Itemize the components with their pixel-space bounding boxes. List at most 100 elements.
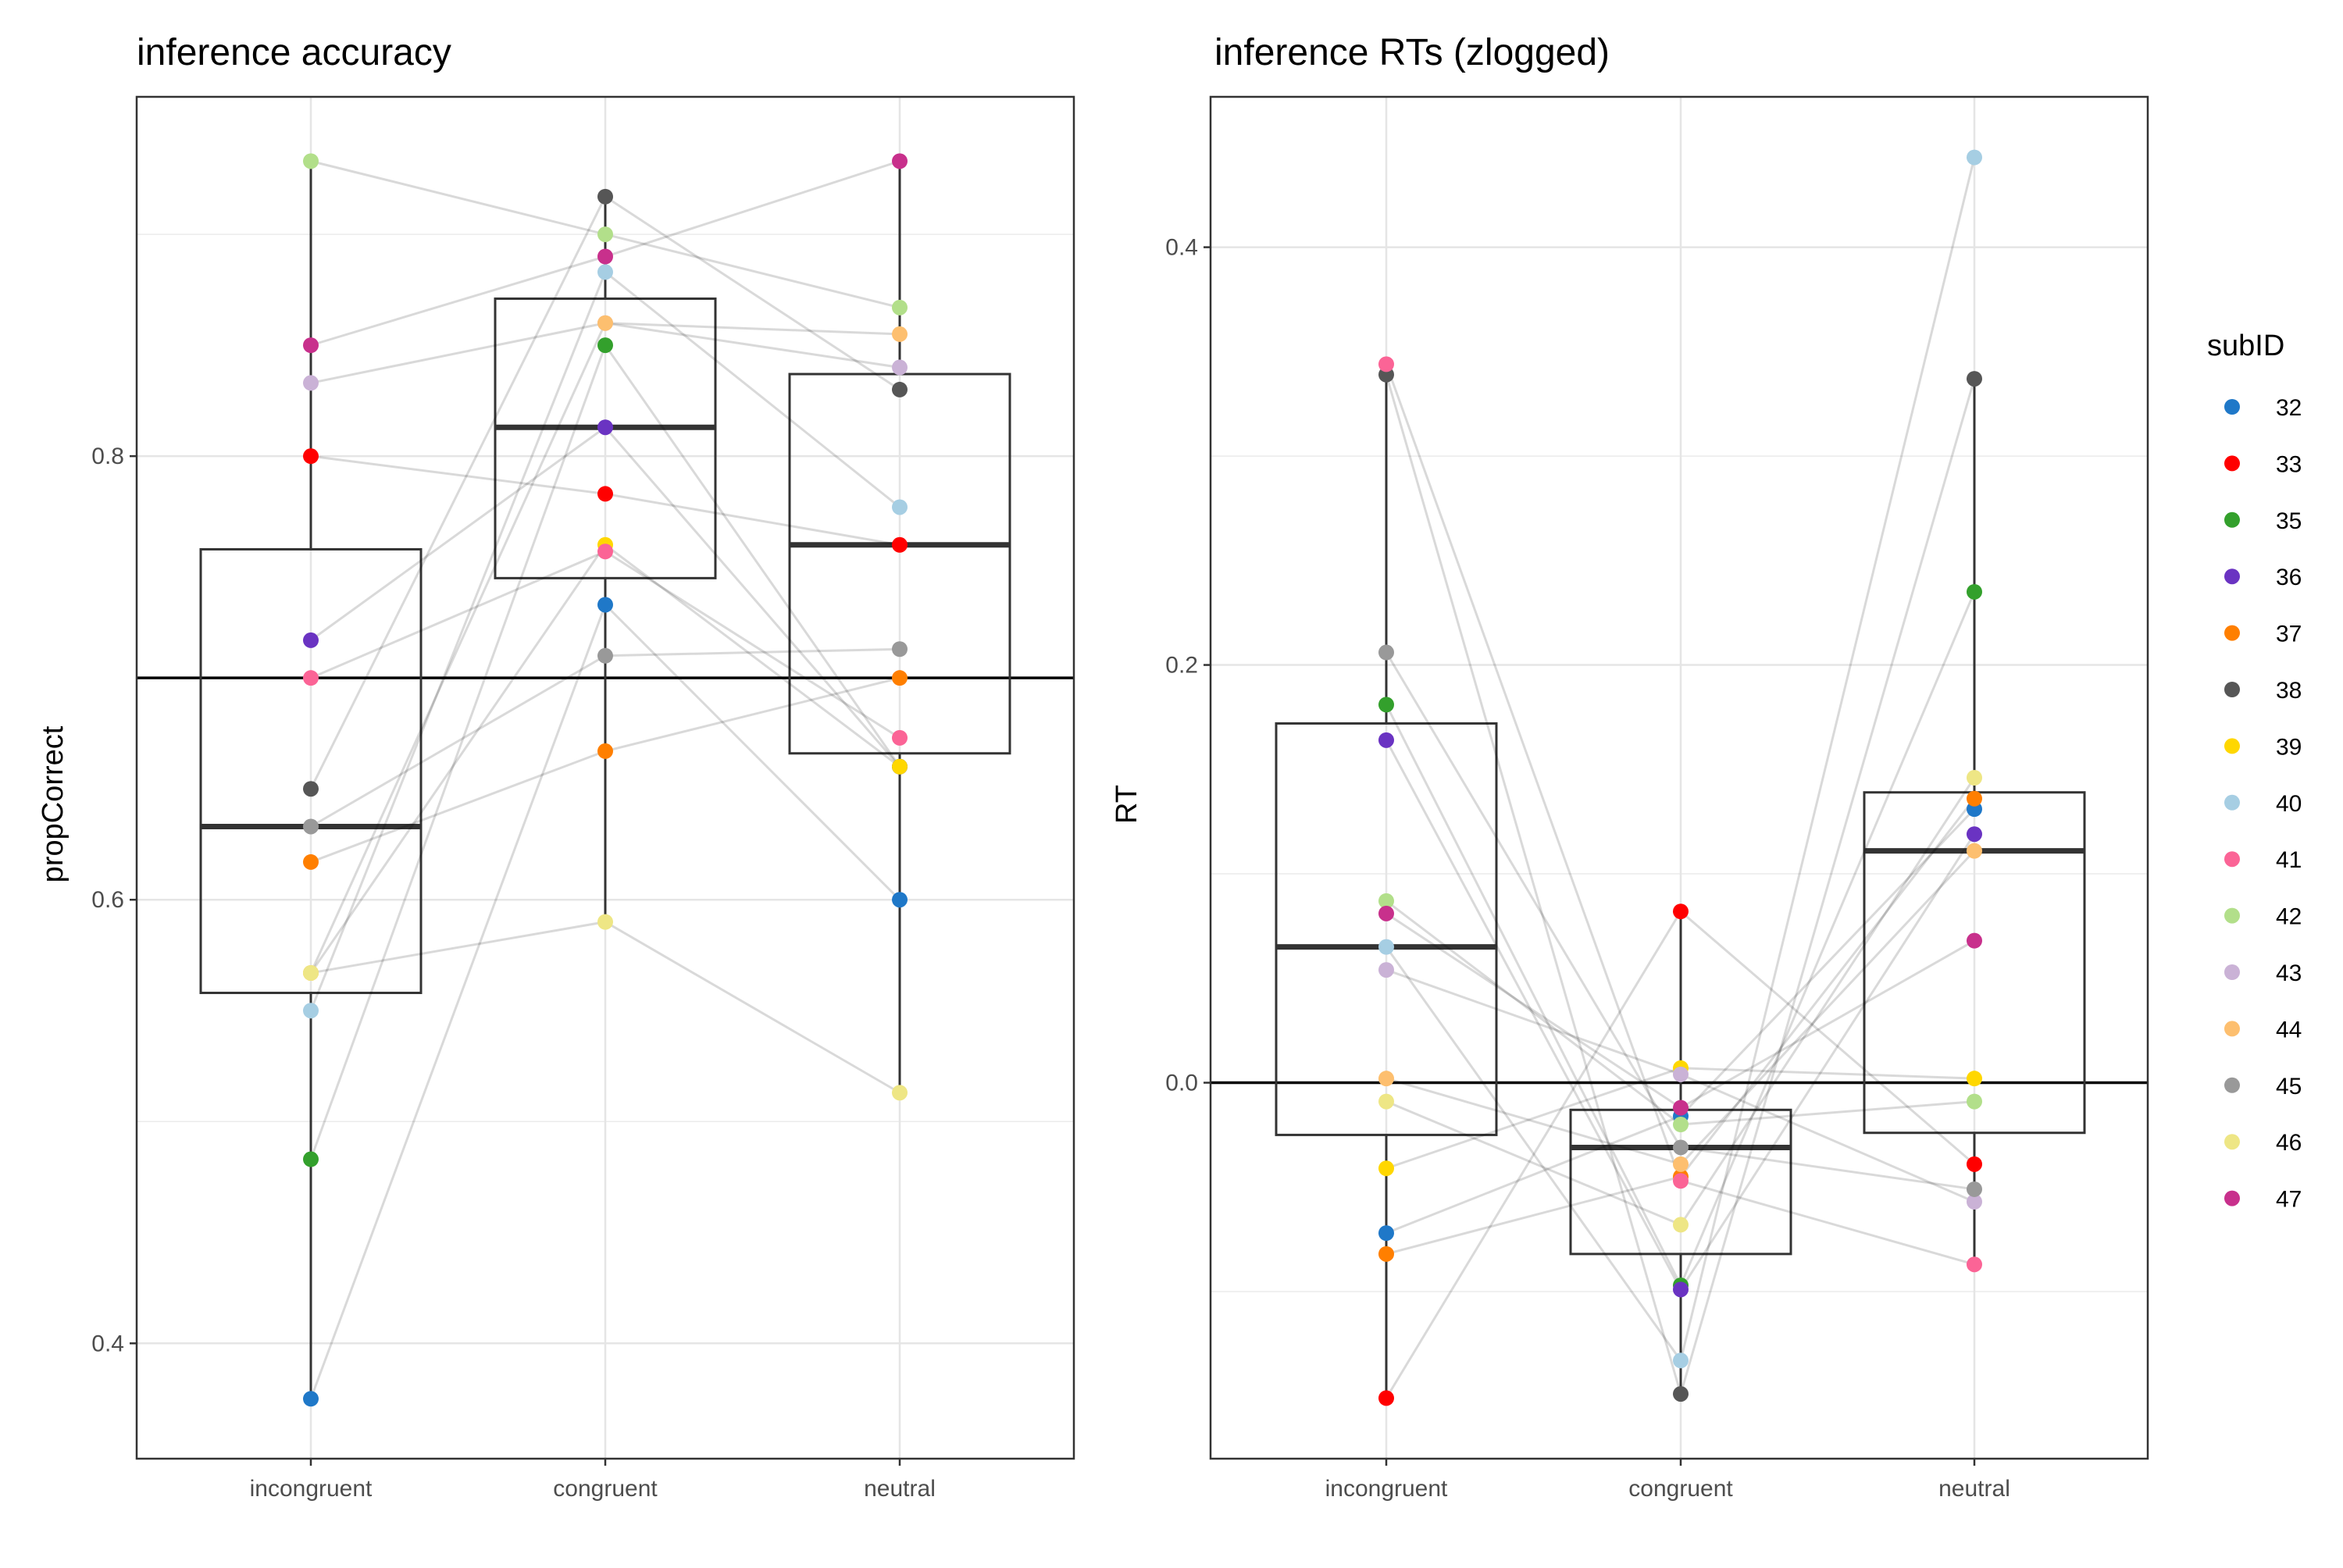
point-39-incongruent: [1378, 1160, 1394, 1177]
point-45-incongruent: [1378, 644, 1394, 661]
legend-label-45: 45: [2276, 1074, 2302, 1099]
y-tick-label: 0.6: [91, 887, 124, 913]
point-38-neutral: [1967, 371, 1982, 387]
y-tick-label: 0.2: [1165, 653, 1198, 679]
point-46-incongruent: [303, 964, 319, 981]
point-41-congruent: [597, 543, 613, 560]
legend-key-46: [2224, 1134, 2240, 1150]
point-47-incongruent: [1378, 905, 1394, 921]
legend-label-46: 46: [2276, 1130, 2302, 1156]
box-congruent: [494, 297, 717, 579]
point-46-neutral: [1967, 770, 1982, 786]
legend-label-43: 43: [2276, 960, 2302, 986]
x-tick-label-incongruent: incongruent: [250, 1476, 373, 1502]
x-tick-label-congruent: congruent: [1628, 1476, 1733, 1502]
point-41-incongruent: [303, 670, 319, 686]
point-43-congruent: [1673, 1066, 1689, 1082]
x-tick-label-congruent: congruent: [553, 1476, 658, 1502]
accuracy-panel-title: inference accuracy: [137, 32, 451, 73]
point-33-incongruent: [1378, 1390, 1394, 1406]
legend-key-38: [2224, 682, 2240, 697]
x-tick-label-neutral: neutral: [864, 1476, 936, 1502]
point-41-incongruent: [1378, 356, 1394, 372]
point-47-incongruent: [303, 337, 319, 354]
point-38-incongruent: [303, 781, 319, 797]
point-32-neutral: [892, 892, 908, 908]
point-46-incongruent: [1378, 1093, 1394, 1110]
point-32-incongruent: [303, 1391, 319, 1407]
y-tick-label: 0.4: [1165, 235, 1198, 261]
legend-label-32: 32: [2276, 395, 2302, 421]
point-46-neutral: [892, 1085, 908, 1101]
legend-label-39: 39: [2276, 734, 2302, 760]
panel-border: [1209, 95, 2149, 1460]
rt-panel-title: inference RTs (zlogged): [1214, 32, 1610, 73]
point-42-neutral: [892, 299, 908, 315]
legend-label-37: 37: [2276, 622, 2302, 647]
point-44-neutral: [1967, 843, 1982, 859]
point-37-congruent: [597, 743, 613, 759]
legend-label-36: 36: [2276, 565, 2302, 590]
legend-key-44: [2224, 1021, 2240, 1037]
legend-label-35: 35: [2276, 508, 2302, 534]
legend-label-38: 38: [2276, 678, 2302, 704]
point-44-congruent: [597, 315, 613, 331]
legend-key-40: [2224, 794, 2240, 811]
point-36-incongruent: [303, 632, 319, 648]
legend-label-41: 41: [2276, 847, 2302, 873]
legend-label-47: 47: [2276, 1187, 2302, 1213]
point-37-neutral: [1967, 790, 1982, 807]
point-37-neutral: [892, 670, 908, 686]
point-42-incongruent: [303, 153, 319, 169]
point-35-neutral: [1967, 583, 1982, 600]
box-incongruent: [199, 547, 423, 995]
point-39-neutral: [892, 758, 908, 775]
legend-key-43: [2224, 964, 2240, 980]
legend-key-37: [2224, 625, 2240, 641]
legend-key-41: [2224, 851, 2240, 868]
point-43-neutral: [1967, 1193, 1982, 1210]
y-tick-label: 0.4: [91, 1331, 124, 1356]
point-46-congruent: [1673, 1217, 1689, 1233]
point-36-incongruent: [1378, 732, 1394, 748]
point-41-congruent: [1673, 1173, 1689, 1189]
point-43-neutral: [892, 359, 908, 376]
point-42-incongruent: [1378, 893, 1394, 909]
point-40-incongruent: [1378, 939, 1394, 955]
accuracy-y-axis-title: propCorrect: [37, 725, 70, 882]
legend-label-33: 33: [2276, 451, 2302, 477]
legend-key-39: [2224, 738, 2240, 754]
point-32-incongruent: [1378, 1225, 1394, 1242]
point-44-incongruent: [1378, 1071, 1394, 1087]
point-38-congruent: [1673, 1386, 1689, 1402]
point-36-neutral: [1967, 826, 1982, 843]
point-40-congruent: [1673, 1352, 1689, 1369]
point-40-neutral: [1967, 149, 1982, 166]
box-incongruent: [1275, 722, 1498, 1136]
point-33-neutral: [1967, 1156, 1982, 1172]
point-33-incongruent: [303, 448, 319, 465]
legend-key-36: [2224, 568, 2240, 585]
point-46-congruent: [597, 914, 613, 930]
point-36-congruent: [1673, 1281, 1689, 1298]
accuracy-panel: inference accuracy propCorrect 0.4 0.6 0.8…: [37, 32, 1075, 1502]
x-tick-label-incongruent: incongruent: [1325, 1476, 1448, 1502]
point-43-incongruent: [1378, 962, 1394, 978]
point-44-congruent: [1673, 1156, 1689, 1172]
point-35-congruent: [597, 337, 613, 354]
point-45-incongruent: [303, 818, 319, 835]
legend-key-42: [2224, 907, 2240, 924]
legend-key-32: [2224, 399, 2240, 415]
point-38-neutral: [892, 381, 908, 397]
point-41-neutral: [892, 729, 908, 746]
legend: subID 32 33 35 36 37 38 39 40 41 42 43 44 45 46 47: [2207, 330, 2302, 1213]
legend-label-42: 42: [2276, 904, 2302, 930]
point-42-congruent: [1673, 1117, 1689, 1133]
point-40-incongruent: [303, 1003, 319, 1019]
legend-key-33: [2224, 455, 2240, 472]
point-47-neutral: [892, 153, 908, 169]
y-tick-label: 0.0: [1165, 1071, 1198, 1096]
legend-title: subID: [2207, 330, 2284, 362]
point-47-neutral: [1967, 932, 1982, 949]
point-45-neutral: [892, 641, 908, 657]
